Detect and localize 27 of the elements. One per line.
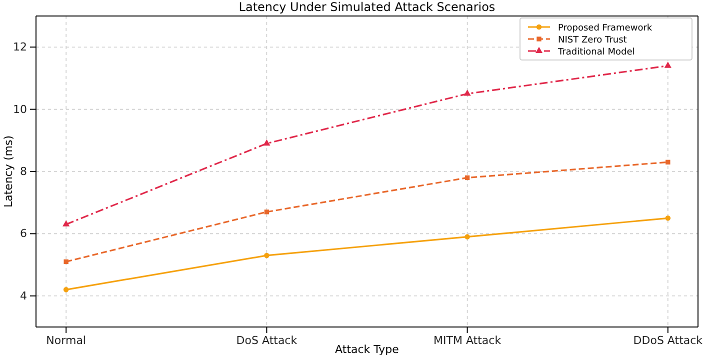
y-tick-label: 10 xyxy=(13,102,27,116)
y-tick-label: 8 xyxy=(20,165,27,178)
y-tick-label: 4 xyxy=(20,289,27,302)
x-tick-label: MITM Attack xyxy=(434,334,502,347)
point xyxy=(464,175,470,180)
point xyxy=(263,139,270,146)
point xyxy=(666,160,670,165)
point xyxy=(464,234,470,240)
point xyxy=(664,62,672,68)
y-tick-label: 12 xyxy=(13,40,27,54)
x-tick-label: Normal xyxy=(46,334,86,347)
point xyxy=(63,287,69,292)
x-axis-title: Attack Type xyxy=(335,343,400,355)
point xyxy=(665,216,671,221)
y-tick-label: 6 xyxy=(20,227,27,240)
chart-title: Latency Under Simulated Attack Scenarios xyxy=(238,0,496,14)
point xyxy=(264,252,270,258)
legend-label: Proposed Framework xyxy=(558,24,653,34)
point xyxy=(264,210,270,214)
x-tick-label: DoS Attack xyxy=(236,334,298,347)
y-axis-title: Latency (ms) xyxy=(2,135,15,208)
x-tick-label: DDoS Attack xyxy=(633,334,703,347)
point xyxy=(64,259,68,264)
point xyxy=(464,90,471,96)
legend-label: Traditional Model xyxy=(557,48,635,58)
legend-label: NIST Zero Trust xyxy=(558,36,628,46)
point xyxy=(62,220,70,226)
